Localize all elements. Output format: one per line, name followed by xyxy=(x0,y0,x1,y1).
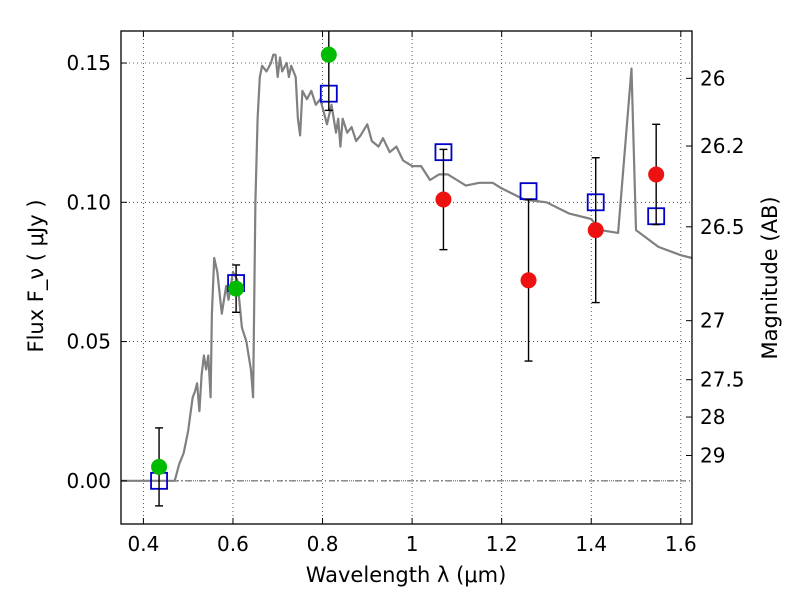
detection-point xyxy=(320,46,337,63)
y-tick-label: 0.15 xyxy=(66,51,111,75)
x-tick-label: 1 xyxy=(406,532,419,556)
detection-point xyxy=(228,280,245,297)
x-tick-label: 0.8 xyxy=(307,532,339,556)
x-tick-label: 1.4 xyxy=(575,532,607,556)
x-tick-label: 1.6 xyxy=(665,532,697,556)
right-axis-title: Magnitude (AB) xyxy=(758,196,782,359)
y-tick-label: 0.10 xyxy=(66,190,111,214)
measurement-point xyxy=(520,272,537,289)
x-axis-title: Wavelength λ (μm) xyxy=(306,563,507,587)
measurement-point xyxy=(587,222,604,239)
x-tick-label: 1.2 xyxy=(486,532,518,556)
mag-tick-label: 28 xyxy=(700,405,725,429)
measurement-point xyxy=(648,166,665,183)
mag-tick-label: 26.2 xyxy=(700,134,745,158)
y-axis-title: Flux F_ν ( μJy ) xyxy=(24,199,49,352)
axis-ticks: 0.4 0.6 0.8 1 1.2 1.4 1.6 0.00 0.05 0.10 0.15 26 26.… xyxy=(66,31,745,556)
y-tick-label: 0.00 xyxy=(66,469,111,493)
mag-tick-label: 27.5 xyxy=(700,368,745,392)
detection-point xyxy=(151,458,168,475)
y-tick-label: 0.05 xyxy=(66,330,111,354)
mag-tick-label: 26 xyxy=(700,66,725,90)
mag-tick-label: 26.5 xyxy=(700,215,745,239)
sed-model-line xyxy=(121,53,693,482)
x-tick-label: 0.6 xyxy=(217,532,249,556)
x-tick-label: 0.4 xyxy=(127,532,159,556)
plot-frame xyxy=(120,30,693,525)
data-series xyxy=(121,31,693,507)
mag-tick-label: 29 xyxy=(700,443,725,467)
measurement-point xyxy=(435,191,452,208)
mag-tick-label: 27 xyxy=(700,309,725,333)
